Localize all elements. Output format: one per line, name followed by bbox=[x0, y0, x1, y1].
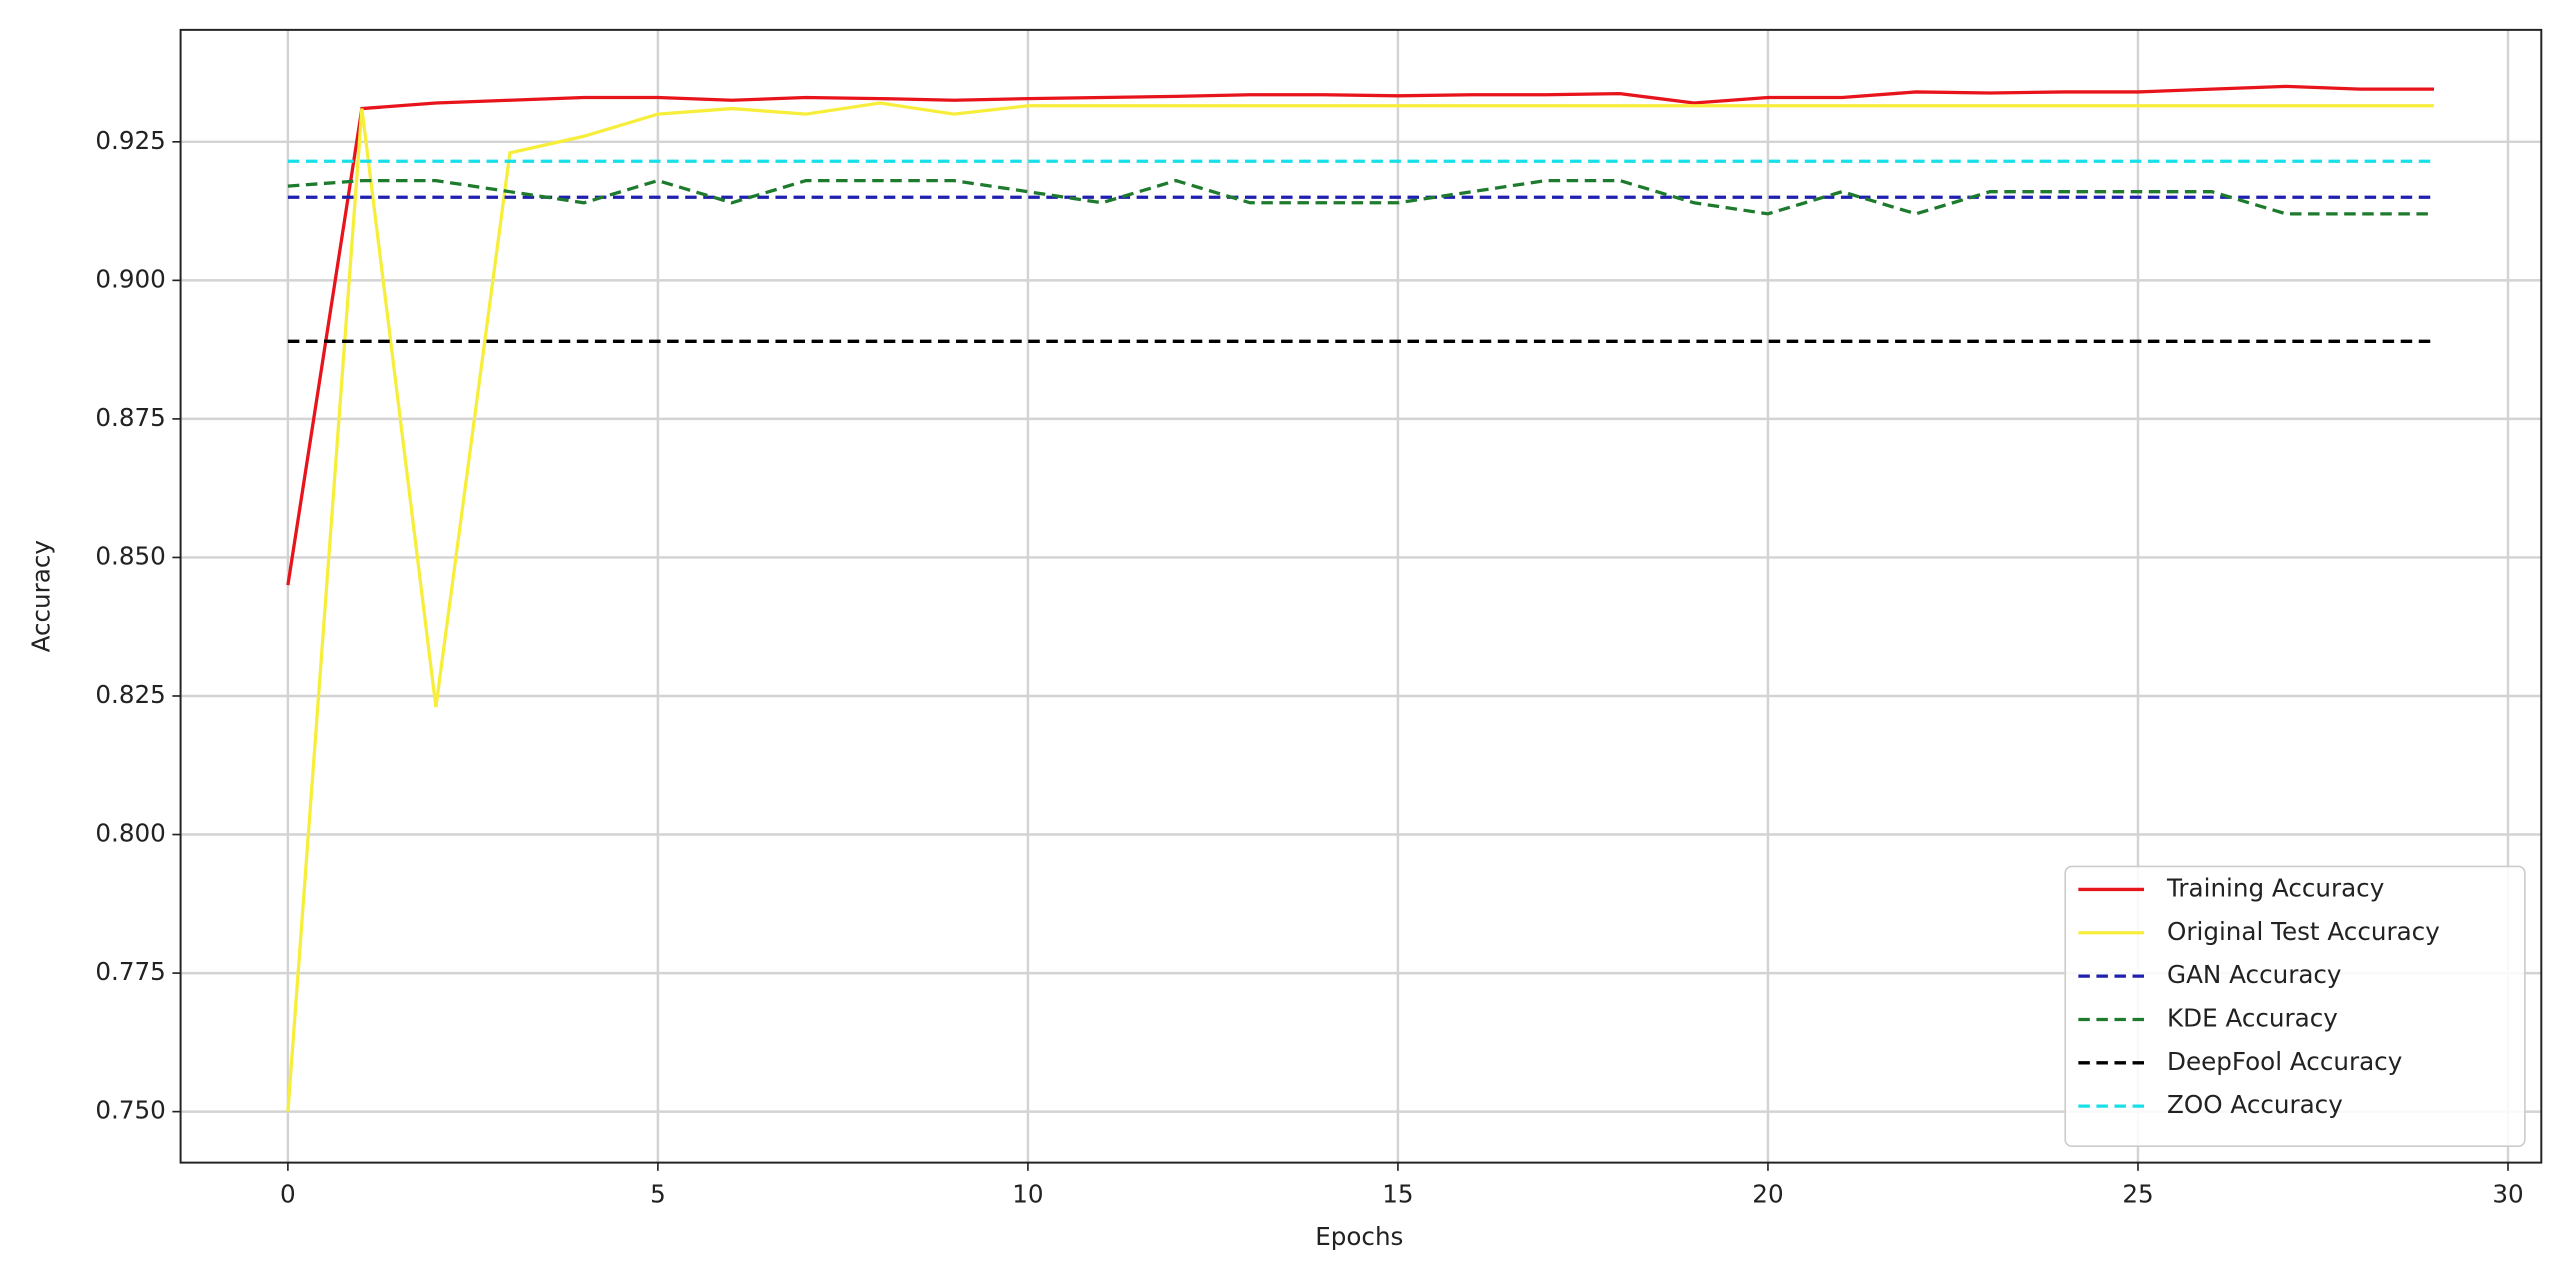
legend-box bbox=[2064, 865, 2526, 1148]
y-tick-label: 0.900 bbox=[95, 264, 165, 293]
y-tick-label: 0.825 bbox=[95, 680, 165, 709]
legend-label: Original Test Accuracy bbox=[2167, 917, 2440, 946]
x-tick-label: 30 bbox=[2492, 1179, 2523, 1208]
x-tick-label: 25 bbox=[2122, 1179, 2153, 1208]
y-tick-label: 0.875 bbox=[95, 403, 165, 432]
y-tick-label: 0.750 bbox=[95, 1096, 165, 1125]
plot-frame bbox=[179, 28, 2543, 1164]
legend-label: ZOO Accuracy bbox=[2167, 1090, 2343, 1119]
y-tick-label: 0.925 bbox=[95, 126, 165, 155]
legend-label: GAN Accuracy bbox=[2167, 960, 2342, 989]
series-line bbox=[286, 101, 2435, 1112]
y-axis-label: Accuracy bbox=[27, 540, 56, 652]
x-tick-label: 5 bbox=[650, 1179, 666, 1208]
series-line bbox=[286, 84, 2435, 586]
series-line bbox=[287, 178, 2435, 216]
y-tick-label: 0.775 bbox=[95, 957, 165, 986]
x-tick-label: 20 bbox=[1752, 1179, 1783, 1208]
y-tick-label: 0.800 bbox=[95, 819, 165, 848]
y-tick-label: 0.850 bbox=[95, 541, 165, 570]
legend-label: Training Accuracy bbox=[2166, 873, 2384, 902]
x-axis-label: Epochs bbox=[1315, 1222, 1403, 1251]
legend: Training Accuracy Original Test Accuracy G… bbox=[2064, 865, 2526, 1148]
legend-label: DeepFool Accuracy bbox=[2167, 1047, 2402, 1076]
legend-label: KDE Accuracy bbox=[2167, 1003, 2338, 1032]
x-tick-label: 0 bbox=[280, 1179, 296, 1208]
x-tick-label: 10 bbox=[1012, 1179, 1043, 1208]
x-tick-label: 15 bbox=[1382, 1179, 1413, 1208]
